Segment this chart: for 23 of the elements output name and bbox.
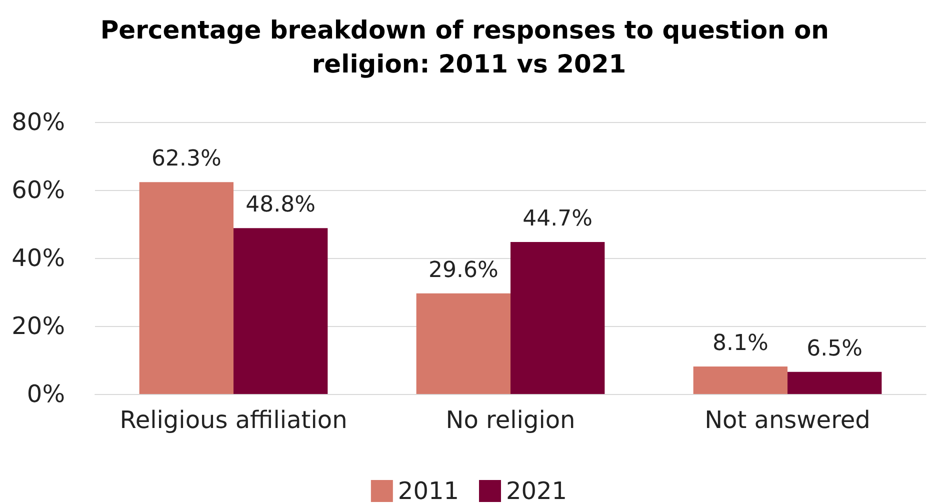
chart-title: Percentage breakdown of responses to question on religion: 2011 vs 2021 bbox=[100, 16, 838, 78]
data-label: 8.1% bbox=[712, 330, 768, 356]
legend-label: 2021 bbox=[506, 477, 568, 504]
data-label: 48.8% bbox=[246, 192, 316, 218]
y-tick-label: 0% bbox=[26, 380, 65, 408]
y-tick-label: 40% bbox=[12, 244, 65, 272]
y-tick-label: 80% bbox=[12, 108, 65, 136]
bar bbox=[510, 242, 605, 394]
data-label: 62.3% bbox=[151, 146, 222, 172]
x-tick-label: Religious affiliation bbox=[120, 406, 348, 434]
bar bbox=[788, 372, 882, 394]
x-tick-label: No religion bbox=[446, 406, 576, 434]
x-tick-label: Not answered bbox=[704, 406, 870, 434]
data-label: 29.6% bbox=[428, 258, 498, 283]
bar bbox=[693, 366, 788, 394]
bar bbox=[234, 228, 328, 394]
data-label: 44.7% bbox=[522, 206, 593, 232]
data-label: 6.5% bbox=[806, 336, 863, 362]
y-tick-label: 60% bbox=[12, 176, 65, 204]
bar bbox=[416, 293, 510, 394]
y-tick-label: 20% bbox=[12, 312, 65, 340]
legend-label: 2011 bbox=[398, 477, 459, 504]
bar bbox=[139, 182, 234, 394]
